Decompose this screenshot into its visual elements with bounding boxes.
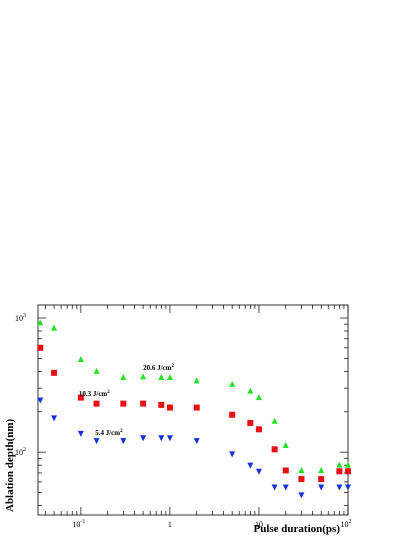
x-tick-label: 1: [168, 520, 172, 529]
series-annotation: 5.4 J/cm2: [95, 429, 123, 437]
data-point: [120, 438, 127, 445]
data-point: [166, 374, 173, 381]
annotations: 20.6 J/cm2 10.3 J/cm2 5.4 J/cm2: [79, 364, 175, 437]
data-point: [158, 374, 165, 381]
data-point: [229, 451, 236, 458]
data-point: [255, 426, 262, 433]
data-point: [193, 404, 200, 411]
data-point: [282, 484, 289, 491]
y-tick-label: 102: [15, 447, 26, 457]
data-point: [193, 377, 200, 384]
data-point: [345, 461, 351, 468]
data-point: [336, 484, 343, 491]
x-tick-label: 10-1: [72, 519, 85, 529]
data-point: [298, 466, 305, 473]
y-tick-label: 103: [15, 313, 26, 323]
data-point: [51, 415, 58, 422]
axis-tick-labels: 10-1 1 10 102 102 103: [15, 313, 352, 529]
data-point: [282, 467, 289, 474]
data-point: [193, 438, 200, 445]
data-point: [140, 400, 147, 407]
data-point: [77, 430, 84, 437]
data-point: [37, 397, 44, 404]
data-point: [158, 401, 165, 408]
data-point: [255, 394, 262, 401]
data-marks: [37, 319, 351, 499]
data-point: [140, 373, 147, 380]
data-point: [298, 492, 305, 499]
data-point: [37, 344, 44, 351]
x-axis-title: Pulse duration(ps): [254, 523, 341, 535]
data-point: [318, 484, 325, 491]
data-point: [336, 468, 343, 475]
data-point: [158, 435, 165, 442]
data-point: [255, 468, 262, 475]
x-tick-label: 10: [255, 520, 263, 529]
data-point: [318, 476, 325, 483]
data-point: [318, 466, 325, 473]
data-point: [93, 438, 100, 445]
data-point: [247, 462, 254, 469]
data-point: [166, 404, 173, 411]
data-point: [93, 367, 100, 374]
data-point: [298, 476, 305, 483]
y-axis-title: Ablation depth(nm): [4, 418, 16, 512]
series-annotation: 10.3 J/cm2: [79, 390, 110, 398]
data-point: [271, 484, 278, 491]
data-point: [93, 400, 100, 407]
data-point: [282, 442, 289, 449]
data-point: [271, 417, 278, 424]
plot-frame: [37, 304, 349, 516]
data-point: [51, 369, 58, 376]
data-point: [247, 419, 254, 426]
data-point: [120, 374, 127, 381]
data-point: [140, 435, 147, 442]
data-point: [229, 411, 236, 418]
data-point: [77, 394, 84, 401]
data-point: [345, 468, 351, 475]
data-point: [77, 356, 84, 363]
axis-ticks: [38, 305, 349, 515]
data-point: [51, 324, 58, 331]
data-point: [229, 380, 236, 387]
data-point: [37, 319, 44, 326]
data-point: [166, 435, 173, 442]
data-point: [247, 387, 254, 394]
series-annotation: 20.6 J/cm2: [143, 364, 174, 372]
x-tick-label: 102: [341, 519, 352, 529]
data-point: [336, 461, 343, 468]
data-point: [120, 400, 127, 407]
data-point: [271, 446, 278, 453]
data-point: [345, 484, 351, 491]
